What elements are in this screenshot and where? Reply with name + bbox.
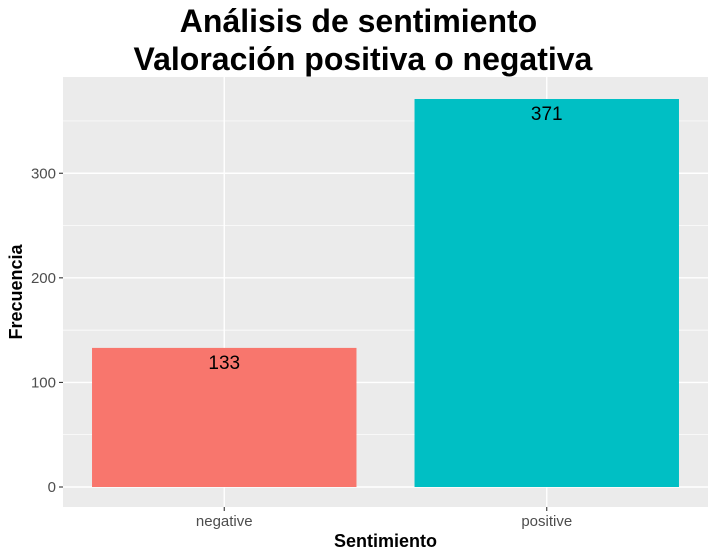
chart-subtitle: Valoración positiva o negativa xyxy=(124,41,593,77)
x-axis-title: Sentimiento xyxy=(334,531,437,551)
chart-title: Análisis de sentimiento xyxy=(179,3,538,39)
y-tick-label: 100 xyxy=(31,374,56,391)
bars xyxy=(92,99,679,487)
data-label-positive: 371 xyxy=(531,104,563,125)
y-axis-title: Frecuencia xyxy=(6,243,26,339)
x-tick-label: negative xyxy=(196,513,253,530)
data-labels: 133 371 xyxy=(208,104,562,374)
y-tick-label: 300 xyxy=(31,165,56,182)
y-tick-label: 200 xyxy=(31,270,56,287)
bar-negative xyxy=(92,347,357,487)
data-label-negative: 133 xyxy=(208,353,240,374)
bar-positive xyxy=(414,99,679,487)
chart-title-block: Análisis de sentimiento Valoración posit… xyxy=(0,2,717,78)
y-tick-label: 0 xyxy=(48,479,56,496)
axes: 0 100 200 300 negative positive xyxy=(31,165,572,530)
x-tick-label: positive xyxy=(521,513,572,530)
